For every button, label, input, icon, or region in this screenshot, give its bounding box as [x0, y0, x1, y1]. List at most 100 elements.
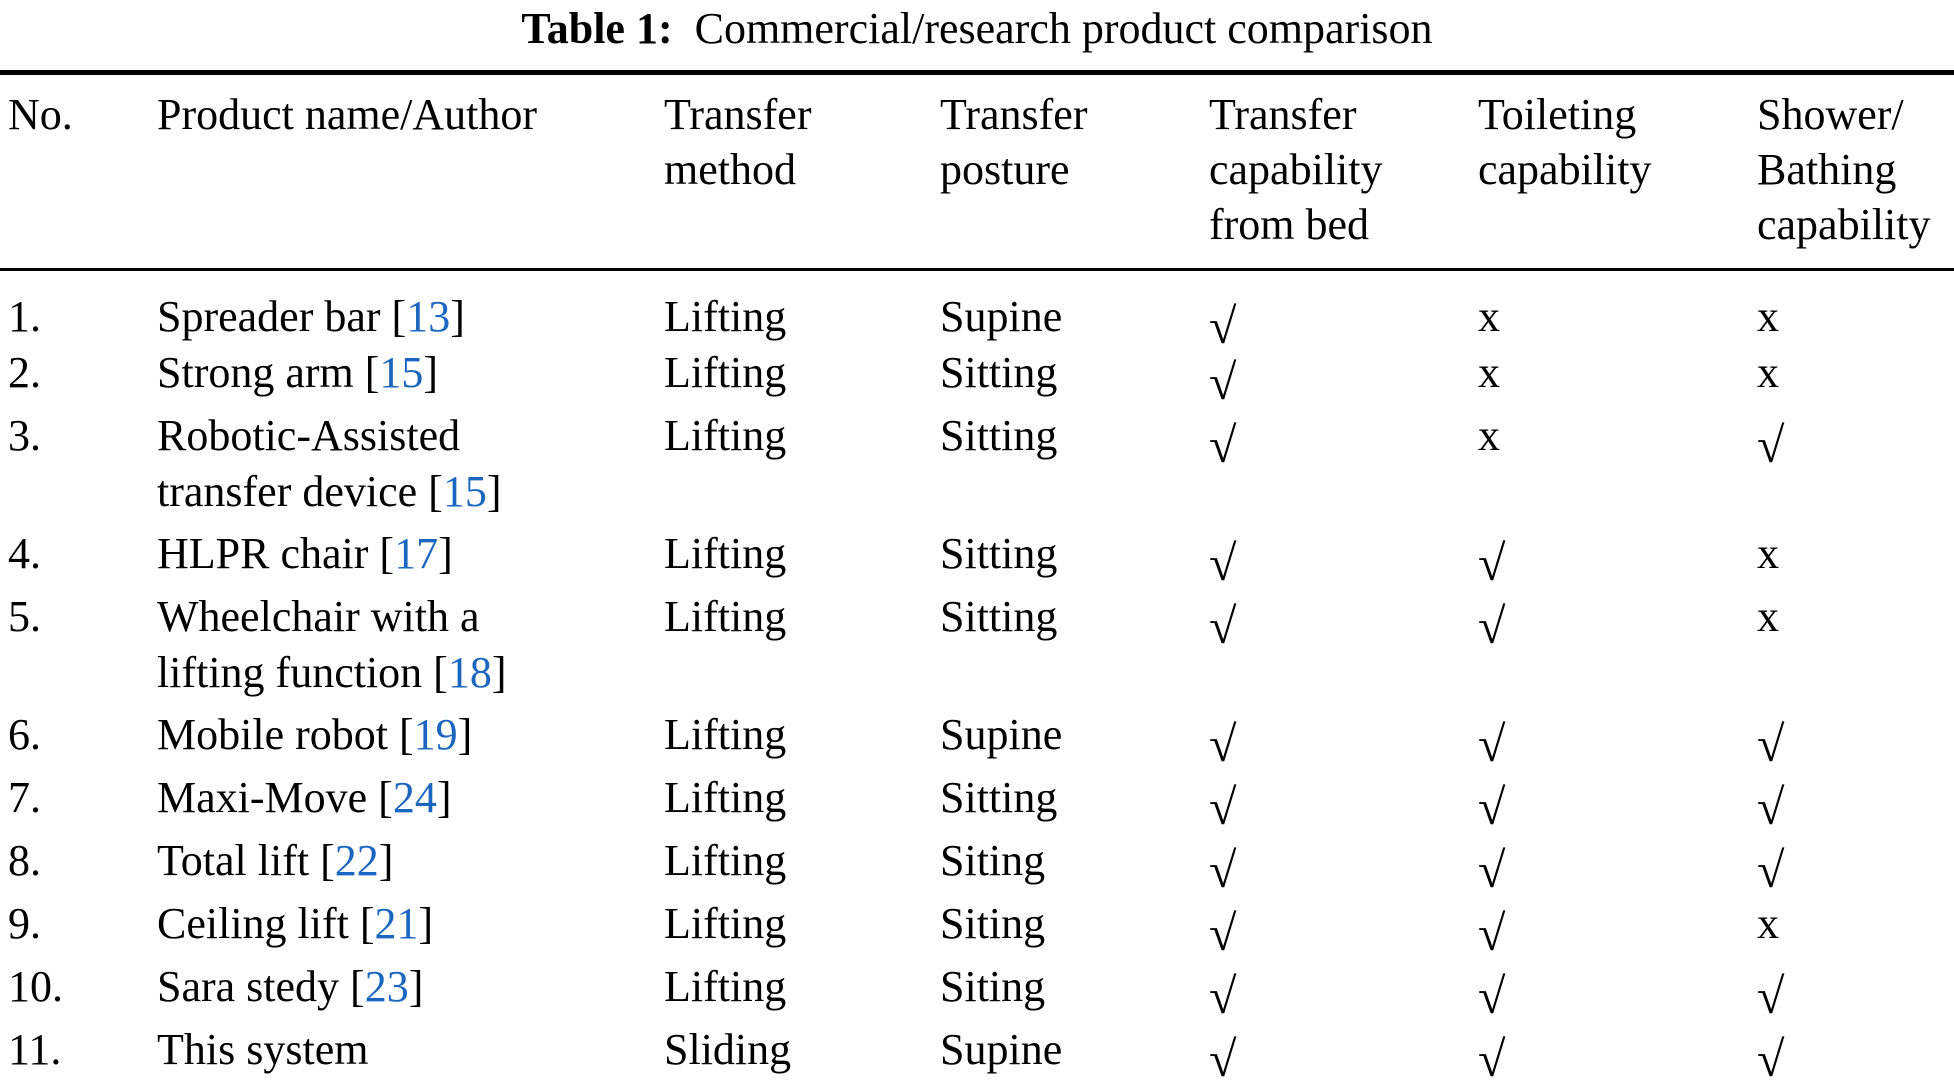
citation-link[interactable]: 15 [379, 348, 424, 397]
citation-link[interactable]: 19 [413, 710, 458, 759]
cell-no: 11. [8, 1025, 62, 1074]
table-row: 6. Mobile robot [19] Lifting Supine √ √ √ [0, 707, 1954, 770]
cell-product: This system [157, 1022, 664, 1083]
cell-shower: √ [1757, 770, 1954, 833]
x-mark: x [1757, 529, 1779, 578]
comparison-table: No. Product name/Author Transfer method Tran… [0, 70, 1954, 1083]
product-name-line: Strong arm [15] [157, 348, 439, 397]
col-header-method: Transfer method [664, 72, 940, 271]
check-mark: √ [1209, 598, 1237, 654]
cell-shower: √ [1757, 959, 1954, 1022]
cell-bed: √ [1209, 270, 1478, 351]
cell-posture: Sitting [940, 529, 1058, 578]
x-mark: x [1757, 592, 1779, 641]
check-mark: √ [1209, 535, 1237, 591]
cell-toilet: √ [1478, 526, 1757, 589]
cell-no: 10. [8, 962, 63, 1011]
col-header-shower: Shower/Bathing capability [1757, 72, 1954, 271]
citation-link[interactable]: 18 [447, 648, 492, 697]
product-name-line: Wheelchair with a [157, 592, 480, 641]
cell-method: Lifting [664, 592, 787, 641]
cell-product: HLPR chair [17] [157, 526, 664, 589]
product-name-line: Ceiling lift [21] [157, 899, 434, 948]
cell-bed: √ [1209, 408, 1478, 526]
cell-method: Lifting [664, 292, 787, 341]
cell-no: 5. [8, 592, 41, 641]
product-name-line: Maxi-Move [24] [157, 773, 452, 822]
citation-link[interactable]: 13 [406, 292, 451, 341]
cell-product: Spreader bar [13] [157, 270, 664, 346]
table-row: 7. Maxi-Move [24] Lifting Sitting √ √ √ [0, 770, 1954, 833]
citation-link[interactable]: 21 [374, 899, 419, 948]
cell-no: 3. [8, 411, 41, 460]
citation-link[interactable]: 24 [392, 773, 437, 822]
col-header-toilet: Toileting capability [1478, 72, 1757, 271]
cell-method: Lifting [664, 962, 787, 1011]
col-header-bed: Transfer capability from bed [1209, 72, 1478, 271]
table-caption-label: Table 1: [521, 4, 673, 53]
product-name-line: Robotic-Assisted [157, 411, 461, 460]
cell-shower: √ [1757, 1022, 1954, 1083]
cell-bed: √ [1209, 770, 1478, 833]
cell-product: Strong arm [15] [157, 345, 664, 408]
col-header-product: Product name/Author [157, 72, 664, 271]
table-caption-text: Commercial/research product comparison [694, 4, 1433, 53]
cell-toilet: x [1478, 270, 1757, 346]
citation-link[interactable]: 15 [442, 467, 487, 516]
cell-product: Ceiling lift [21] [157, 896, 664, 959]
cell-shower: √ [1757, 408, 1954, 526]
cell-no: 8. [8, 836, 41, 885]
product-name-line: transfer device [15] [157, 467, 502, 516]
cell-no: 1. [8, 292, 41, 341]
cell-shower: x [1757, 589, 1954, 707]
check-mark: √ [1478, 598, 1506, 654]
check-mark: √ [1209, 968, 1237, 1024]
x-mark: x [1757, 348, 1779, 397]
cell-no: 6. [8, 710, 41, 759]
citation-link[interactable]: 23 [364, 962, 409, 1011]
check-mark: √ [1209, 842, 1237, 898]
cell-shower: √ [1757, 707, 1954, 770]
check-mark: √ [1757, 417, 1785, 473]
cell-shower: x [1757, 345, 1954, 408]
check-mark: √ [1478, 968, 1506, 1024]
cell-no: 4. [8, 529, 41, 578]
header-row: No. Product name/Author Transfer method Tran… [0, 72, 1954, 271]
citation-link[interactable]: 17 [394, 529, 439, 578]
cell-product: Robotic-Assisted transfer device [15] [157, 408, 664, 526]
cell-toilet: √ [1478, 589, 1757, 707]
cell-toilet: x [1478, 408, 1757, 526]
cell-posture: Siting [940, 899, 1046, 948]
cell-method: Lifting [664, 710, 787, 759]
cell-method: Lifting [664, 899, 787, 948]
x-mark: x [1478, 411, 1500, 460]
cell-toilet: x [1478, 345, 1757, 408]
cell-posture: Sitting [940, 773, 1058, 822]
check-mark: √ [1757, 842, 1785, 898]
cell-product: Sara stedy [23] [157, 959, 664, 1022]
cell-product: Wheelchair with a lifting function [18] [157, 589, 664, 707]
cell-method: Lifting [664, 836, 787, 885]
cell-bed: √ [1209, 526, 1478, 589]
table-row: 4. HLPR chair [17] Lifting Sitting √ √ x [0, 526, 1954, 589]
cell-toilet: √ [1478, 833, 1757, 896]
cell-product: Maxi-Move [24] [157, 770, 664, 833]
citation-link[interactable]: 22 [334, 836, 379, 885]
x-mark: x [1478, 348, 1500, 397]
check-mark: √ [1478, 535, 1506, 591]
check-mark: √ [1209, 905, 1237, 961]
table-row: 10. Sara stedy [23] Lifting Siting √ √ √ [0, 959, 1954, 1022]
col-header-no: No. [0, 72, 157, 271]
check-mark: √ [1478, 1031, 1506, 1083]
cell-no: 2. [8, 348, 41, 397]
table-body: 1. Spreader bar [13] Lifting Supine √ x x 2. Str… [0, 270, 1954, 1083]
cell-method: Lifting [664, 773, 787, 822]
check-mark: √ [1209, 1031, 1237, 1083]
cell-posture: Sitting [940, 411, 1058, 460]
cell-method: Sliding [664, 1025, 792, 1074]
product-name-line: lifting function [18] [157, 648, 507, 697]
cell-shower: √ [1757, 833, 1954, 896]
cell-no: 9. [8, 899, 41, 948]
cell-method: Lifting [664, 411, 787, 460]
